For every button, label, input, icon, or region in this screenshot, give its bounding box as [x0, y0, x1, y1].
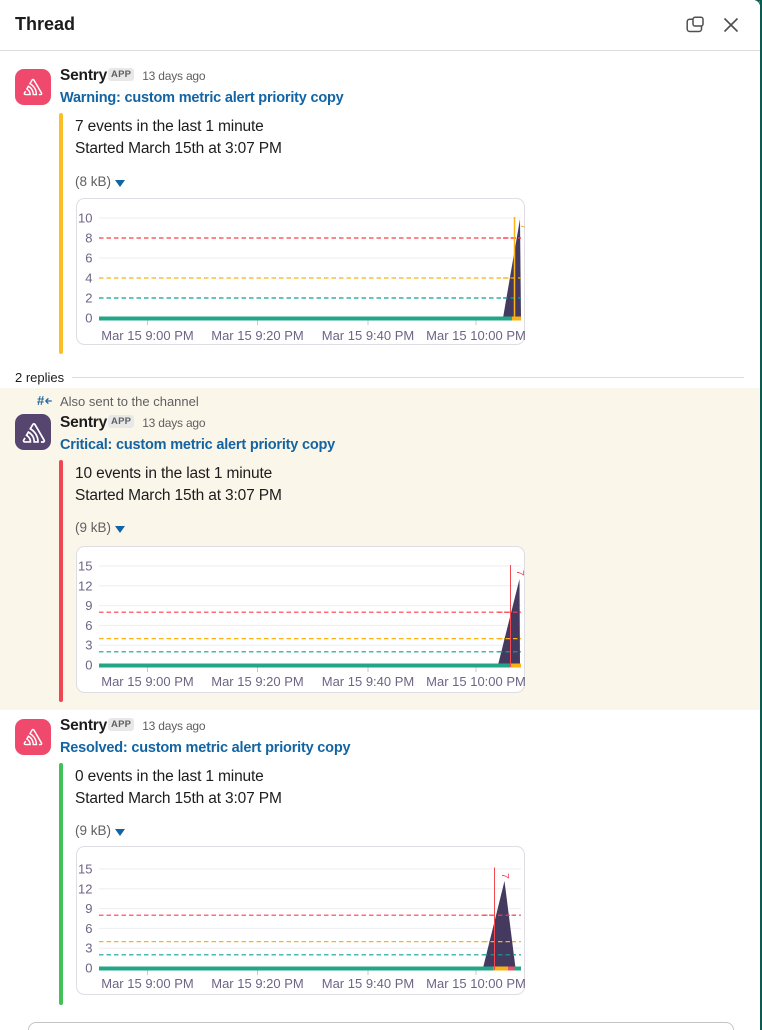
svg-text:4: 4: [85, 271, 92, 286]
svg-text:3: 3: [85, 941, 92, 956]
svg-text:6: 6: [85, 921, 92, 936]
svg-text:8: 8: [85, 231, 92, 246]
svg-text:6: 6: [85, 251, 92, 266]
svg-text:7: 7: [514, 570, 525, 576]
svg-text:6: 6: [85, 618, 92, 633]
svg-text:Mar 15 9:40 PM: Mar 15 9:40 PM: [322, 674, 415, 689]
svg-text:12: 12: [78, 578, 92, 593]
svg-text:2: 2: [85, 291, 92, 306]
svg-text:Mar 15 10:00 PM: Mar 15 10:00 PM: [426, 976, 525, 991]
svg-text:15: 15: [78, 862, 92, 877]
svg-text:Mar 15 9:00 PM: Mar 15 9:00 PM: [101, 976, 194, 991]
svg-text:3: 3: [85, 638, 92, 653]
svg-text:9: 9: [85, 598, 92, 613]
svg-text:Mar 15 9:20 PM: Mar 15 9:20 PM: [211, 328, 304, 343]
svg-text:Mar 15 9:20 PM: Mar 15 9:20 PM: [211, 976, 304, 991]
svg-text:Mar 15 9:00 PM: Mar 15 9:00 PM: [101, 674, 194, 689]
svg-text:#: #: [37, 394, 45, 408]
svg-text:10: 10: [78, 211, 92, 226]
svg-text:7: 7: [499, 873, 511, 879]
svg-text:Mar 15 9:20 PM: Mar 15 9:20 PM: [211, 674, 304, 689]
svg-text:Mar 15 10:00 PM: Mar 15 10:00 PM: [426, 674, 525, 689]
svg-text:15: 15: [78, 559, 92, 574]
svg-text:0: 0: [85, 311, 92, 326]
svg-text:12: 12: [78, 881, 92, 896]
svg-text:0: 0: [85, 658, 92, 673]
svg-text:Mar 15 9:40 PM: Mar 15 9:40 PM: [322, 328, 415, 343]
svg-text:Mar 15 9:00 PM: Mar 15 9:00 PM: [101, 328, 194, 343]
svg-text:0: 0: [85, 961, 92, 976]
svg-text:Mar 15 10:00 PM: Mar 15 10:00 PM: [426, 328, 525, 343]
svg-text:9: 9: [85, 901, 92, 916]
svg-text:Mar 15 9:40 PM: Mar 15 9:40 PM: [322, 976, 415, 991]
svg-text:7: 7: [518, 224, 525, 230]
